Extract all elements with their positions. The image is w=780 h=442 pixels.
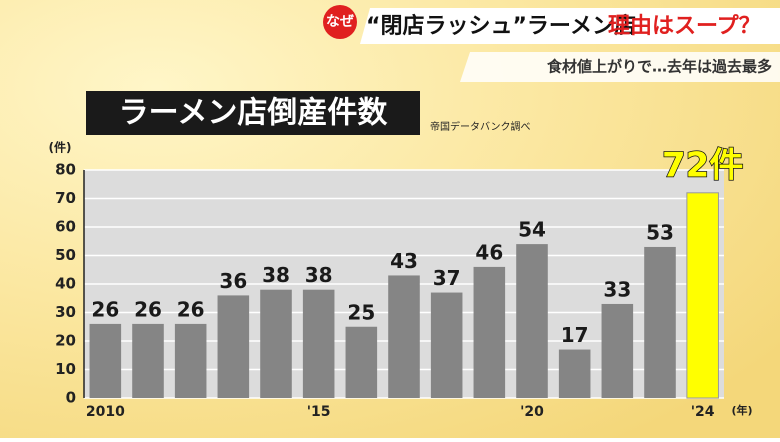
- value-label: 53: [646, 220, 674, 244]
- value-label: 36: [219, 269, 247, 293]
- value-label: 26: [177, 297, 205, 321]
- subtitle-band: [460, 52, 780, 82]
- value-label: 38: [305, 263, 333, 287]
- bar: [89, 323, 122, 398]
- y-tick-label: 20: [55, 332, 76, 350]
- headline: “閉店ラッシュ”ラーメン店: [366, 14, 636, 39]
- value-label: 26: [134, 297, 162, 321]
- highlight-label: 72件: [662, 145, 743, 185]
- x-unit: (年): [731, 403, 752, 417]
- source: 帝国データバンク調べ: [430, 120, 531, 133]
- badge: なぜ: [326, 14, 354, 30]
- value-label: 37: [433, 266, 461, 290]
- bar: [516, 244, 548, 398]
- y-tick-label: 0: [66, 389, 76, 407]
- value-label: 46: [475, 240, 503, 264]
- bar: [430, 292, 463, 398]
- bar: [558, 349, 591, 398]
- bar: [217, 295, 250, 398]
- bar: [174, 323, 207, 398]
- title-box: [86, 91, 420, 135]
- x-tick-label: '24: [691, 404, 715, 420]
- bar: [302, 289, 335, 398]
- value-label: 54: [518, 218, 546, 242]
- y-unit: (件): [49, 140, 72, 155]
- y-tick-label: 30: [55, 303, 76, 321]
- y-tick-label: 50: [55, 246, 76, 264]
- y-tick-label: 80: [55, 161, 76, 179]
- value-label: 38: [262, 263, 290, 287]
- y-tick-label: 60: [55, 218, 76, 236]
- x-tick-label: '15: [307, 404, 331, 420]
- bar: [686, 192, 719, 399]
- badge-circle: [323, 5, 357, 39]
- value-label: 25: [347, 300, 375, 324]
- bar: [473, 266, 506, 398]
- value-label: 26: [91, 297, 119, 321]
- bar: [644, 246, 676, 398]
- subtitle: 食材値上がりで…去年は過去最多: [547, 58, 772, 76]
- value-label: 43: [390, 249, 418, 273]
- chart-title: ラーメン店倒産件数: [119, 96, 389, 131]
- y-tick-label: 10: [55, 360, 76, 378]
- y-tick-label: 40: [55, 275, 76, 293]
- bar: [601, 303, 634, 398]
- headline-band: [360, 8, 780, 44]
- bar: [260, 289, 292, 398]
- bar: [388, 275, 420, 398]
- bar: [132, 323, 164, 398]
- value-label: 33: [603, 277, 631, 301]
- y-tick-label: 70: [55, 189, 76, 207]
- x-tick-label: 2010: [86, 404, 125, 420]
- bar: [345, 326, 378, 398]
- value-label: 17: [561, 323, 589, 347]
- x-tick-label: '20: [520, 404, 544, 420]
- headline-emphasis: 理由はスープ？: [608, 14, 761, 39]
